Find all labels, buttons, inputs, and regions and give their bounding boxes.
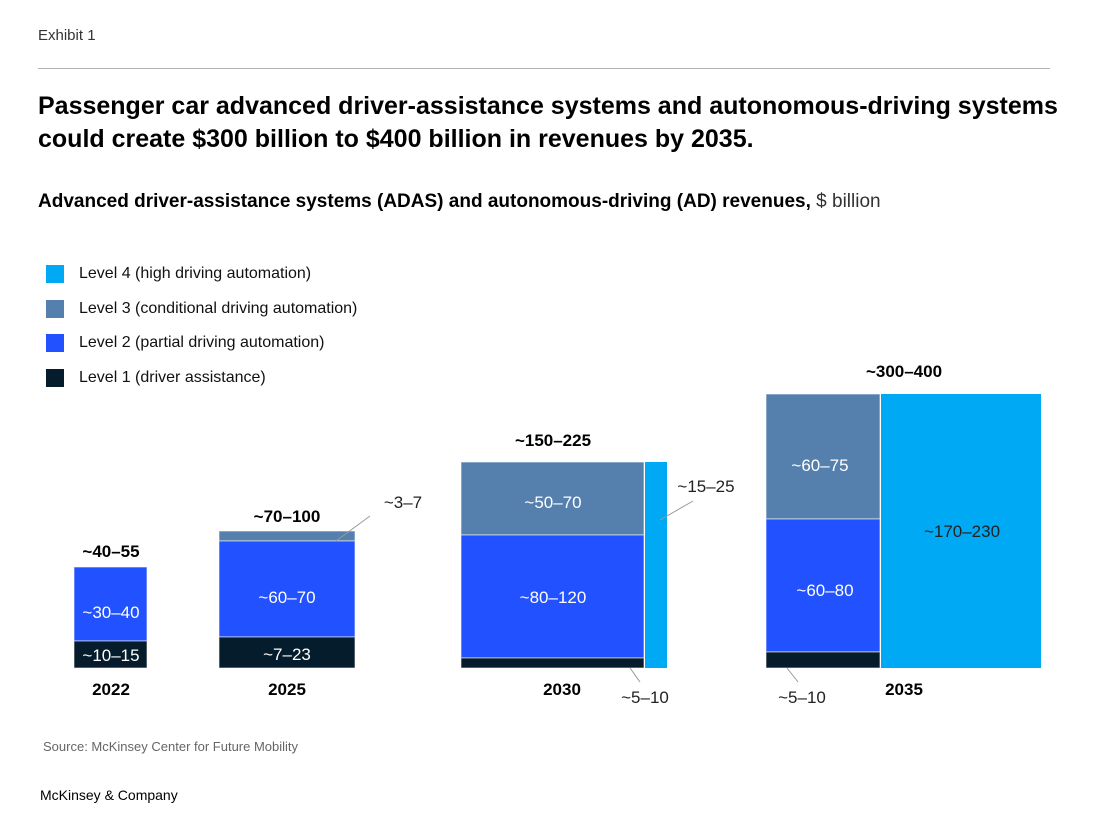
- segment-2025-level1: [218, 636, 356, 669]
- data-label-2025-level2: ~60–70: [258, 588, 315, 607]
- leader-line-2025-level3: [335, 515, 371, 542]
- legend-label: Level 3 (conditional driving automation): [79, 299, 358, 317]
- data-label-2022-level1: ~10–15: [82, 646, 139, 665]
- source-note: Source: McKinsey Center for Future Mobil…: [43, 739, 299, 754]
- legend-item-level4: Level 4 (high driving automation): [46, 257, 357, 292]
- segment-2030-level2: [460, 534, 645, 659]
- segment-2035-level3: [765, 393, 881, 520]
- exhibit-label: Exhibit 1: [38, 27, 96, 44]
- data-label-2022-level2: ~30–40: [82, 603, 139, 622]
- data-label-2030-level4: ~15–25: [677, 477, 734, 496]
- chart-title-text: Advanced driver-assistance systems (ADAS…: [38, 191, 811, 212]
- leader-line-2030-level1: [629, 667, 641, 683]
- legend-item-level1: Level 1 (driver assistance): [46, 361, 357, 396]
- leader-line-2035-level1: [786, 667, 799, 683]
- x-tick-label-2035: 2035: [885, 680, 923, 699]
- total-label-2035: ~300–400: [866, 362, 942, 381]
- data-label-2030-level2: ~80–120: [520, 588, 587, 607]
- legend-swatch: [46, 265, 64, 284]
- data-label-2035-level1: ~5–10: [778, 688, 826, 707]
- data-label-2035-level4: ~170–230: [924, 522, 1000, 541]
- legend-label: Level 2 (partial driving automation): [79, 334, 325, 352]
- brand-logo: McKinsey & Company: [40, 787, 178, 803]
- data-label-2030-level1: ~5–10: [621, 688, 669, 707]
- segment-2030-level3: [460, 461, 645, 536]
- segment-2022-level1: [73, 640, 148, 669]
- data-label-2030-level3: ~50–70: [524, 493, 581, 512]
- legend-item-level2: Level 2 (partial driving automation): [46, 326, 357, 361]
- data-label-2025-level3: ~3–7: [384, 493, 422, 512]
- segment-2030-level1: [460, 657, 645, 669]
- segment-2035-level2: [765, 518, 881, 653]
- legend-swatch: [46, 368, 64, 387]
- page-title: Passenger car advanced driver-assistance…: [38, 92, 1058, 153]
- data-label-2035-level3: ~60–75: [791, 456, 848, 475]
- total-label-2030: ~150–225: [515, 431, 591, 450]
- total-label-2025: ~70–100: [254, 507, 321, 526]
- legend-swatch: [46, 334, 64, 353]
- data-label-2035-level2: ~60–80: [796, 581, 853, 600]
- leader-line-2030-level4: [659, 500, 694, 521]
- x-tick-label-2022: 2022: [92, 680, 130, 699]
- chart-unit: $ billion: [816, 191, 881, 212]
- segment-2035-level4: [881, 394, 1041, 668]
- x-tick-label-2025: 2025: [268, 680, 306, 699]
- segment-2030-level4: [645, 462, 667, 668]
- legend-label: Level 4 (high driving automation): [79, 265, 312, 283]
- legend-label: Level 1 (driver assistance): [79, 368, 266, 386]
- segment-2025-level2: [218, 540, 356, 638]
- legend: Level 4 (high driving automation) Level …: [46, 257, 357, 395]
- segment-2035-level1: [765, 651, 881, 669]
- total-label-2022: ~40–55: [82, 542, 139, 561]
- segment-2025-level3: [218, 530, 356, 542]
- chart-title: Advanced driver-assistance systems (ADAS…: [38, 191, 881, 213]
- x-tick-label-2030: 2030: [543, 680, 581, 699]
- legend-swatch: [46, 299, 64, 318]
- divider: [38, 68, 1050, 69]
- legend-item-level3: Level 3 (conditional driving automation): [46, 292, 357, 327]
- data-label-2025-level1: ~7–23: [263, 645, 311, 664]
